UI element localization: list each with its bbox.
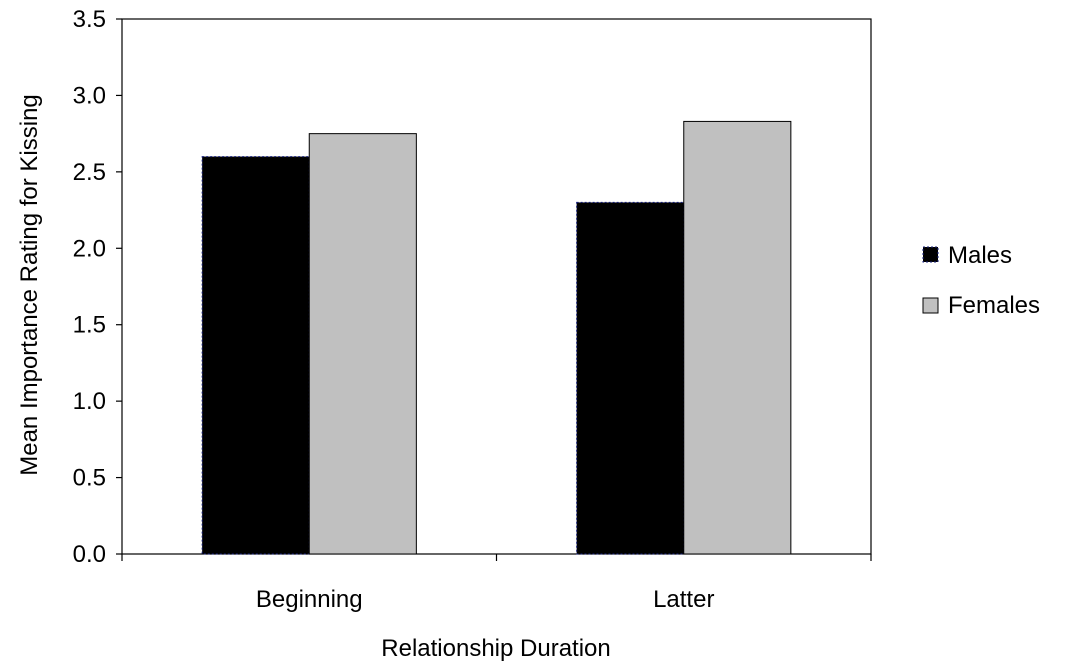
y-tick-label: 1.0 [73, 388, 106, 415]
bar-males-beginning [201, 156, 310, 555]
y-tick-label: 1.5 [73, 312, 106, 339]
bar-females-beginning [308, 133, 417, 555]
legend-swatch-males [922, 246, 939, 263]
legend: Males Females [922, 242, 1040, 319]
y-tick-label: 3.0 [73, 82, 106, 109]
bars [201, 120, 792, 555]
legend-swatch-females [922, 297, 939, 314]
x-axis-title: Relationship Duration [381, 635, 610, 662]
x-tick-label: Beginning [256, 586, 363, 613]
y-tick-label: 3.5 [73, 6, 106, 33]
x-axis: Beginning Latter [121, 554, 872, 613]
y-axis-title: Mean Importance Rating for Kissing [16, 94, 43, 476]
legend-label-females: Females [948, 292, 1040, 319]
y-tick-label: 2.0 [73, 235, 106, 262]
y-tick-label: 0.5 [73, 465, 106, 492]
y-axis: 0.0 0.5 1.0 1.5 2.0 2.5 3.0 3.5 [73, 6, 122, 568]
legend-label-males: Males [948, 242, 1012, 269]
x-tick-label: Latter [653, 586, 714, 613]
bar-females-latter [683, 120, 792, 555]
y-tick-label: 0.0 [73, 541, 106, 568]
y-tick-label: 2.5 [73, 159, 106, 186]
bar-males-latter [576, 201, 685, 555]
